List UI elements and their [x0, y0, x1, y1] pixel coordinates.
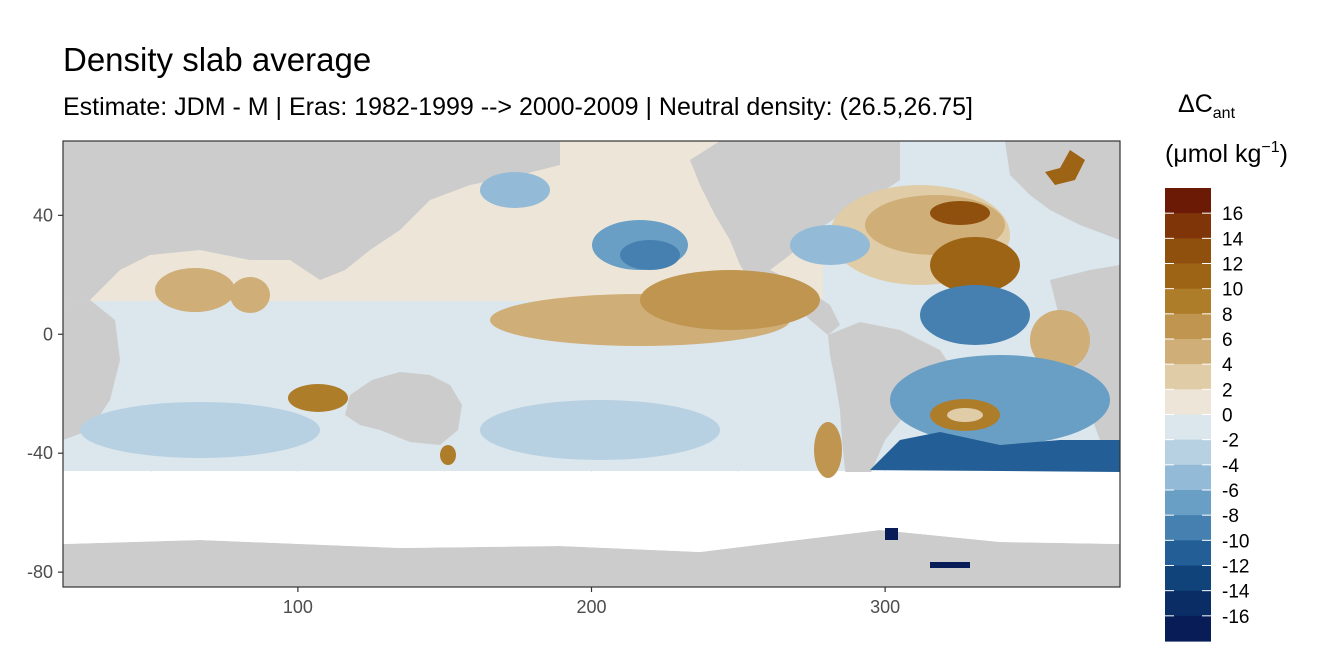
- legend-label: 0: [1222, 406, 1233, 427]
- patch-north-pacific-core: [620, 240, 680, 270]
- legend-labels: 16 14 12 10 8 6 4 2 0 -2 -4 -6 -8 -10 -12 -14 -16: [1222, 204, 1250, 628]
- patch-south-atlantic-blue: [890, 355, 1110, 445]
- legend-label: -14: [1222, 582, 1250, 603]
- patch-east-pacific: [640, 270, 820, 330]
- legend-swatch: [1165, 540, 1211, 567]
- legend-unit: (μmol kg−1): [1165, 139, 1288, 168]
- x-tick-label: 200: [576, 597, 606, 617]
- patch-south-atlantic-gyre-core: [947, 408, 983, 422]
- land-europe-north: [1005, 141, 1120, 240]
- legend-label: -6: [1222, 481, 1239, 502]
- legend-label: 14: [1222, 229, 1244, 250]
- legend-label: 10: [1222, 280, 1243, 301]
- legend-swatch: [1165, 364, 1211, 390]
- legend-label: 4: [1222, 355, 1233, 376]
- patch-equatorial-atlantic: [1030, 310, 1090, 370]
- patch-greenland-brown: [1045, 150, 1085, 185]
- land-antarctica: [63, 530, 1120, 587]
- southern-no-data: [63, 472, 1120, 552]
- land-australia: [345, 372, 462, 445]
- legend-title: ΔCant: [1178, 90, 1236, 122]
- patch-antarctic-dark: [885, 528, 898, 540]
- patch-north-atlantic-core: [930, 237, 1020, 293]
- legend-swatch: [1165, 339, 1211, 365]
- map-layer: [63, 141, 1120, 587]
- patch-south-pacific-blue: [480, 400, 720, 460]
- legend-swatch: [1165, 515, 1211, 541]
- chart-title: Density slab average: [63, 41, 372, 78]
- legend-swatch: [1165, 590, 1211, 617]
- legend-swatch: [1165, 389, 1211, 416]
- legend-swatch: [1165, 213, 1211, 239]
- patch-gulf-stream-blue: [790, 225, 870, 265]
- land-masses: [63, 141, 1120, 587]
- patch-north-atlantic-strong: [930, 201, 990, 225]
- legend-swatch: [1165, 288, 1211, 315]
- legend-swatch: [1165, 313, 1211, 340]
- legend-label: -10: [1222, 531, 1249, 552]
- legend-swatch: [1165, 464, 1211, 491]
- patch-weddell-dark: [930, 562, 970, 568]
- legend-colorbar: [1165, 188, 1211, 642]
- legend-swatch: [1165, 565, 1211, 592]
- patch-west-australia: [288, 384, 348, 412]
- legend-swatch: [1165, 490, 1211, 516]
- legend-label: 2: [1222, 380, 1233, 401]
- x-tick-label: 100: [283, 597, 313, 617]
- land-eurasia: [63, 141, 560, 305]
- legend-label: 16: [1222, 204, 1243, 225]
- y-tick-label: 0: [43, 324, 53, 344]
- patch-arabian: [230, 277, 270, 313]
- y-tick-label: -80: [27, 562, 53, 582]
- patch-south-indian-blue: [80, 402, 320, 458]
- y-tick-label: 40: [33, 205, 53, 225]
- legend-label: 6: [1222, 330, 1233, 351]
- legend-label: -16: [1222, 607, 1249, 628]
- patch-chile: [814, 422, 842, 478]
- land-south-america: [828, 322, 950, 495]
- legend-swatch: [1165, 188, 1211, 214]
- x-tick-label: 300: [870, 597, 900, 617]
- patch-tasman: [440, 445, 456, 465]
- legend-label: -8: [1222, 506, 1239, 527]
- legend-label: -2: [1222, 431, 1239, 452]
- patch-indian-north: [155, 268, 235, 312]
- patch-kuroshio: [480, 172, 550, 208]
- land-africa-west: [63, 300, 120, 440]
- chart-subtitle: Estimate: JDM - M | Eras: 1982-1999 --> …: [63, 93, 973, 121]
- legend-label: 8: [1222, 305, 1233, 326]
- legend-label: -4: [1222, 456, 1239, 477]
- patch-south-atlantic-deep: [870, 432, 1120, 472]
- legend-swatch: [1165, 414, 1211, 441]
- legend-swatch: [1165, 238, 1211, 265]
- patch-caribbean-blue: [920, 285, 1030, 345]
- anomaly-patches: [80, 150, 1120, 568]
- legend-swatch: [1165, 263, 1211, 290]
- legend-label: -12: [1222, 557, 1249, 578]
- legend-label: 12: [1222, 255, 1243, 276]
- y-tick-label: -40: [27, 443, 53, 463]
- legend-swatch: [1165, 439, 1211, 466]
- legend-swatch: [1165, 615, 1211, 642]
- legend: ΔCant (μmol kg−1) 16 14 12 10 8 6 4 2 0 -2 -4 -6 -8 -…: [1165, 90, 1288, 642]
- land-north-america: [690, 141, 900, 280]
